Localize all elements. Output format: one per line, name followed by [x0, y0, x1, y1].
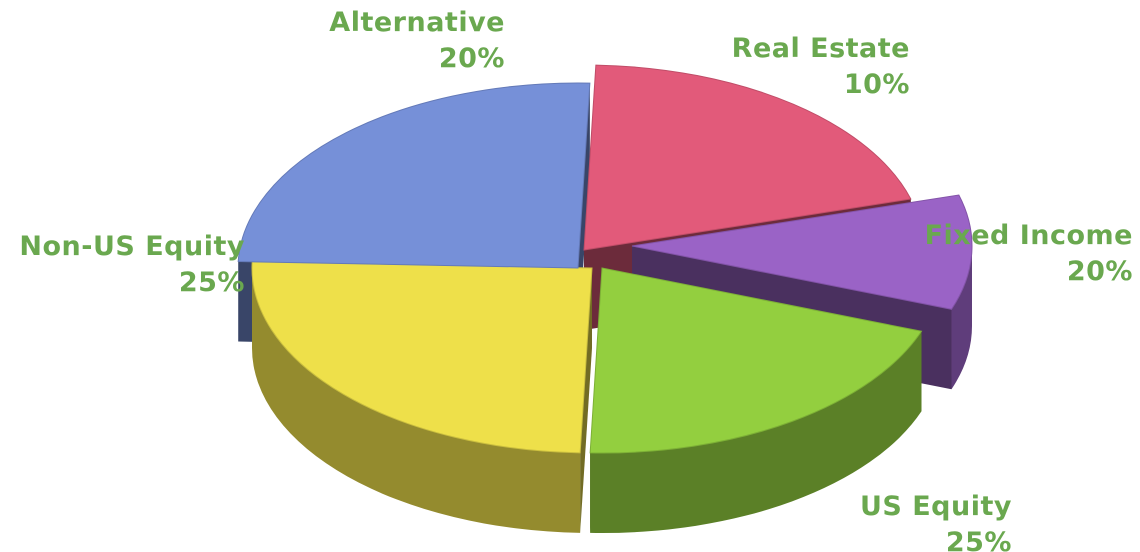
label-fixed-income-name: Fixed Income [925, 220, 1133, 251]
slice-us-equity [251, 261, 593, 454]
slice-real-estate [631, 194, 973, 310]
slice-wall-us-equity [580, 268, 592, 533]
pie-labels: Alternative 20% Real Estate 10% Fixed Income… [19, 7, 1133, 552]
slice-non-us-equity [237, 82, 591, 269]
slice-alternative [583, 64, 912, 251]
label-alternative-name: Alternative [329, 7, 505, 38]
label-us-equity-name: US Equity [860, 491, 1012, 522]
label-real-estate-name: Real Estate [732, 33, 910, 64]
slice-side-real-estate [951, 246, 972, 390]
label-non-us-equity-name: Non-US Equity [19, 231, 245, 262]
label-real-estate-value: 10% [844, 69, 910, 100]
slice-fixed-income [589, 267, 923, 454]
label-non-us-equity-value: 25% [179, 267, 245, 298]
slice-side-fixed-income [590, 331, 922, 534]
slice-side-us-equity [252, 268, 581, 533]
pie-tops [237, 64, 973, 454]
label-fixed-income-value: 20% [1067, 256, 1133, 287]
label-us-equity-value: 25% [946, 527, 1012, 552]
label-alternative-value: 20% [439, 43, 505, 74]
